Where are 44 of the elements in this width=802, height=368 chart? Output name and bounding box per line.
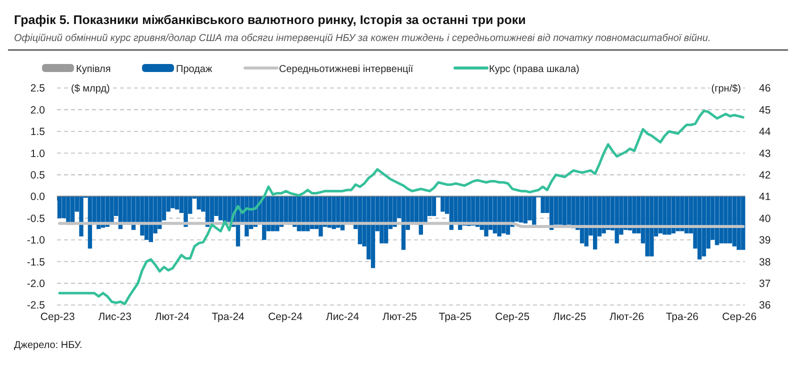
y-tick-label: 1.5	[30, 126, 46, 138]
x-tick-label: Тра-24	[212, 311, 245, 323]
x-tick-label: Лют-26	[610, 311, 644, 323]
y2-tick-label: 40	[759, 212, 771, 225]
x-tick-label: Тра-25	[438, 311, 472, 323]
y2-tick-label: 38	[759, 256, 771, 268]
x-tick-label: Сер-25	[495, 311, 530, 323]
y2-tick-label: 45	[759, 104, 771, 116]
x-tick-label: Сер-26	[722, 311, 757, 323]
y-tick-label: 1.0	[30, 148, 46, 160]
text: Джерело: НБУ.	[14, 340, 82, 351]
x-tick-label: Лис-24	[326, 311, 360, 323]
x-tick-label: Лют-24	[154, 311, 190, 323]
x-tick-label: Сер-24	[268, 311, 303, 323]
y-tick-label: -0.5	[26, 212, 46, 225]
x-tick-label: Лис-25	[552, 311, 586, 323]
legend-label: Курс (права шкала)	[489, 64, 580, 75]
y-tick-label: -1.5	[26, 256, 46, 268]
y-tick-label: -2.5	[26, 300, 46, 312]
chart-title: Графік 5. Показники міжбанківського валютного ринку, Історія за останні три роки	[14, 13, 526, 27]
y-axis-title: ($ млрд)	[71, 84, 110, 94]
y2-tick-label: 39	[759, 234, 771, 247]
y2-tick-label: 36	[759, 300, 771, 312]
legend-label: Середньотижневі інтервенції	[279, 64, 414, 75]
y2-tick-label: 44	[759, 126, 771, 138]
y2-tick-label: 46	[759, 82, 771, 95]
y-tick-label: -2.0	[26, 278, 46, 290]
y2-tick-label: 42	[759, 169, 771, 182]
x-tick-label: Лис-23	[98, 311, 132, 323]
y-tick-label: 0.0	[30, 191, 46, 204]
y2-axis-title: (грн/$)	[711, 84, 741, 94]
y2-tick-label: 43	[759, 148, 771, 160]
x-tick-label: Сер-23	[40, 311, 75, 323]
y-tick-label: 0.5	[30, 169, 46, 182]
legend-label: Купівля	[76, 64, 111, 75]
y2-tick-label: 37	[759, 278, 771, 290]
y-tick-label: 2.5	[30, 82, 46, 95]
x-tick-label: Лют-25	[382, 311, 418, 323]
chart-subtitle: Офіційний обмінний курс гривня/долар США та обсяги інтервенцій НБУ за кожен тиждень і середньотижневі від початку повномасштабної війни.	[14, 33, 711, 44]
x-tick-label: Тра-26	[666, 311, 699, 323]
legend-label: Продаж	[176, 64, 212, 75]
y-tick-label: -1.0	[26, 234, 46, 247]
y2-tick-label: 41	[759, 191, 771, 204]
y-tick-label: 2.0	[30, 104, 46, 116]
